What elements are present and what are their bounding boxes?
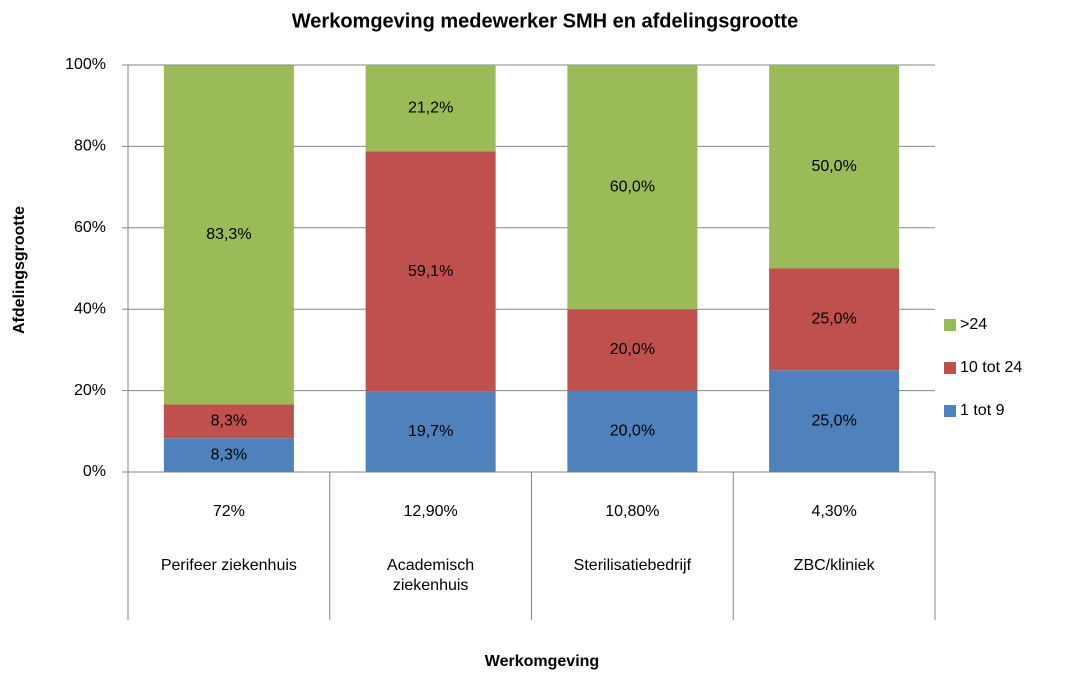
legend-swatch xyxy=(944,405,956,417)
x-axis-title: Werkomgeving xyxy=(485,653,599,670)
data-label: 25,0% xyxy=(811,311,856,328)
category-share-label: 4,30% xyxy=(811,503,856,520)
category-label-box: Perifeer ziekenhuis xyxy=(160,557,297,574)
bar-segment xyxy=(769,370,900,472)
y-tick-label: 0% xyxy=(83,463,106,480)
chart-title: Werkomgeving medewerker SMH en afdelings… xyxy=(292,10,798,32)
bar-segment xyxy=(769,65,900,269)
data-label: 20,0% xyxy=(610,341,655,358)
bar-segment xyxy=(567,309,698,391)
bar-segment xyxy=(163,404,294,439)
bar-segment xyxy=(163,65,294,405)
y-tick-label: 80% xyxy=(74,138,106,155)
data-label: 21,2% xyxy=(408,99,453,116)
data-label: 8,3% xyxy=(211,413,247,430)
data-label: 59,1% xyxy=(408,263,453,280)
bar-segment xyxy=(567,65,698,310)
y-tick-label: 100% xyxy=(65,56,106,73)
category-share-label: 10,80% xyxy=(605,503,659,520)
data-label: 20,0% xyxy=(610,423,655,440)
bar-segment xyxy=(365,391,496,472)
x-tick-label: Sterilisatiebedrijf xyxy=(573,557,692,574)
bar-segment xyxy=(163,438,294,472)
bar-segment xyxy=(769,268,900,371)
category-share-label: 12,90% xyxy=(403,503,457,520)
data-label: 19,7% xyxy=(408,423,453,440)
y-tick-label: 60% xyxy=(74,219,106,236)
x-tick-label: Perifeer ziekenhuis xyxy=(160,557,297,574)
bar-segment xyxy=(365,65,496,152)
x-tick-label: ZBC/kliniek xyxy=(793,557,875,574)
data-label: 50,0% xyxy=(811,158,856,175)
legend-label: 10 tot 24 xyxy=(960,359,1022,376)
category-label-box: Sterilisatiebedrijf xyxy=(573,557,692,574)
legend-label: >24 xyxy=(960,316,987,333)
data-label: 83,3% xyxy=(206,226,251,243)
y-tick-label: 40% xyxy=(74,300,106,317)
category-label-box: Academisch ziekenhuis xyxy=(387,557,475,594)
legend-swatch xyxy=(944,319,956,331)
legend-swatch xyxy=(944,362,956,374)
data-label: 8,3% xyxy=(211,446,247,463)
x-tick-label: Academisch ziekenhuis xyxy=(387,557,475,594)
category-label-box: ZBC/kliniek xyxy=(793,557,875,574)
bar-segment xyxy=(567,390,698,472)
data-label: 25,0% xyxy=(811,412,856,429)
y-tick-label: 20% xyxy=(74,382,106,399)
legend-label: 1 tot 9 xyxy=(960,402,1005,419)
data-label: 60,0% xyxy=(610,178,655,195)
category-share-label: 72% xyxy=(213,503,245,520)
bar-segment xyxy=(365,151,496,392)
y-axis-title: Afdelingsgrootte xyxy=(11,206,28,334)
